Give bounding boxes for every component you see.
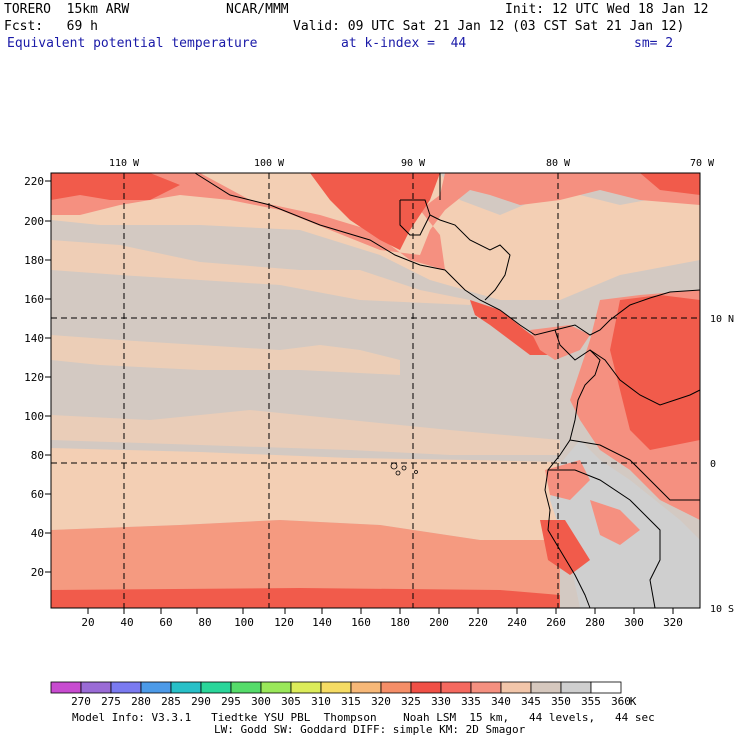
center-name: NCAR/MMM: [226, 2, 289, 17]
colorbar-swatch: [470, 681, 502, 694]
x-tick-label: 80: [198, 616, 211, 629]
colorbar-swatch: [320, 681, 352, 694]
colorbar-label: 300: [251, 695, 271, 708]
colorbar-label: 315: [341, 695, 361, 708]
footer-physics-info: LW: Godd SW: Goddard DIFF: simple KM: 2D…: [214, 723, 526, 736]
y-tick-label: 140: [24, 332, 44, 345]
y-tick-label: 100: [24, 410, 44, 423]
colorbar-label: 335: [461, 695, 481, 708]
colorbar-swatch: [80, 681, 112, 694]
colorbar-swatch: [200, 681, 232, 694]
forecast-hour: Fcst: 69 h: [4, 19, 98, 34]
lat-label: 0: [710, 459, 716, 470]
x-tick-label: 20: [81, 616, 94, 629]
smoothing: sm= 2: [634, 36, 674, 51]
colorbar-label: 360: [611, 695, 631, 708]
colorbar-unit: K: [630, 695, 637, 708]
y-tick-label: 180: [24, 254, 44, 267]
colorbar-swatch: [170, 681, 202, 694]
lon-label: 110 W: [109, 158, 140, 169]
colorbar-label: 280: [131, 695, 151, 708]
colorbar-label: 285: [161, 695, 181, 708]
lon-label: 100 W: [254, 158, 285, 169]
colorbar-swatch: [260, 681, 292, 694]
x-tick-label: 60: [159, 616, 172, 629]
colorbar-label: 290: [191, 695, 211, 708]
colorbar-label: 330: [431, 695, 451, 708]
y-tick-label: 160: [24, 293, 44, 306]
x-tick-label: 260: [546, 616, 566, 629]
y-axis: 220 200 180 160 140 120 100 80 60 40 20: [24, 175, 51, 579]
colorbar-label: 275: [101, 695, 121, 708]
colorbar-swatch: [560, 681, 592, 694]
init-time: Init: 12 UTC Wed 18 Jan 12: [505, 2, 709, 17]
y-tick-label: 120: [24, 371, 44, 384]
colorbar-swatch: [530, 681, 562, 694]
colorbar-label: 295: [221, 695, 241, 708]
latitude-labels: 10 N 0 10 S: [710, 314, 734, 615]
x-tick-label: 200: [429, 616, 449, 629]
y-tick-label: 20: [31, 566, 44, 579]
colorbar-label: 345: [521, 695, 541, 708]
colorbar-labels: 270 275 280 285 290 295 300 305 310 315 320 325 330 3…: [71, 695, 637, 708]
longitude-labels: 110 W 100 W 90 W 80 W 70 W: [109, 158, 715, 169]
level-index: at k-index = 44: [341, 36, 467, 51]
y-tick-label: 40: [31, 527, 44, 540]
x-tick-label: 140: [312, 616, 332, 629]
lon-label: 70 W: [690, 158, 715, 169]
x-tick-label: 240: [507, 616, 527, 629]
x-axis: 20 40 60 80 100 120 140 160 180 200 220 …: [81, 608, 683, 629]
colorbar-swatch: [230, 681, 262, 694]
valid-time: Valid: 09 UTC Sat 21 Jan 12 (03 CST Sat …: [293, 19, 685, 34]
colorbar-swatch: [380, 681, 412, 694]
colorbar-label: 350: [551, 695, 571, 708]
colorbar-swatch: [350, 681, 382, 694]
y-tick-label: 80: [31, 449, 44, 462]
colorbar-swatch: [500, 681, 532, 694]
colorbar-swatch: [410, 681, 442, 694]
colorbar-swatch: [50, 681, 82, 694]
colorbar-label: 270: [71, 695, 91, 708]
footer-model-info: Model Info: V3.3.1 Tiedtke YSU PBL Thomp…: [72, 711, 655, 724]
colorbar-swatch: [440, 681, 472, 694]
y-tick-label: 60: [31, 488, 44, 501]
colorbar-label: 355: [581, 695, 601, 708]
map-panel: [50, 172, 701, 609]
colorbar-label: 305: [281, 695, 301, 708]
colorbar-swatch: [110, 681, 142, 694]
colorbar-swatch: [290, 681, 322, 694]
colorbar-swatch: [140, 681, 172, 694]
x-tick-label: 120: [274, 616, 294, 629]
model-name: TORERO 15km ARW: [4, 2, 130, 17]
colorbar: [50, 681, 622, 694]
lat-label: 10 S: [710, 604, 734, 615]
y-tick-label: 200: [24, 215, 44, 228]
colorbar-label: 320: [371, 695, 391, 708]
field-name: Equivalent potential temperature: [7, 36, 258, 51]
colorbar-label: 310: [311, 695, 331, 708]
x-tick-label: 320: [663, 616, 683, 629]
x-tick-label: 100: [234, 616, 254, 629]
lon-label: 90 W: [401, 158, 426, 169]
x-tick-label: 220: [468, 616, 488, 629]
x-tick-label: 280: [585, 616, 605, 629]
x-tick-label: 40: [120, 616, 133, 629]
colorbar-label: 340: [491, 695, 511, 708]
colorbar-swatch: [590, 681, 622, 694]
x-tick-label: 160: [351, 616, 371, 629]
x-tick-label: 300: [624, 616, 644, 629]
lon-label: 80 W: [546, 158, 571, 169]
lat-label: 10 N: [710, 314, 734, 325]
x-tick-label: 180: [390, 616, 410, 629]
y-tick-label: 220: [24, 175, 44, 188]
colorbar-label: 325: [401, 695, 421, 708]
